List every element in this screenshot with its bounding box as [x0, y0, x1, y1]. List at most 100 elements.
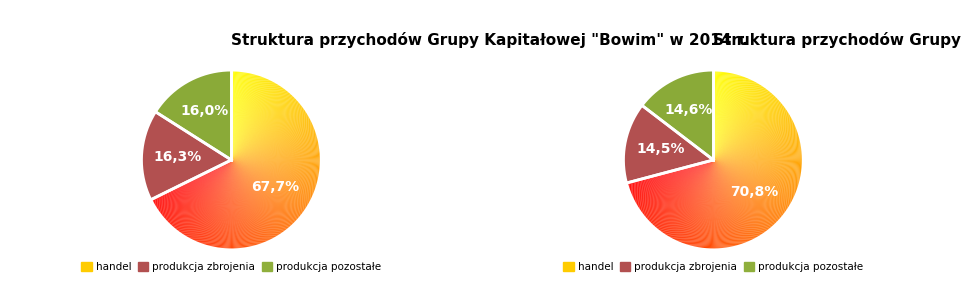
Polygon shape [713, 105, 786, 160]
Polygon shape [713, 160, 797, 194]
Legend: handel, produkcja zbrojenia, produkcja pozostałe: handel, produkcja zbrojenia, produkcja p… [81, 262, 382, 272]
Polygon shape [713, 79, 754, 160]
Polygon shape [663, 160, 713, 235]
Polygon shape [231, 160, 314, 196]
Polygon shape [713, 160, 770, 230]
Polygon shape [713, 73, 738, 160]
Polygon shape [226, 160, 231, 250]
Polygon shape [155, 160, 231, 208]
Polygon shape [231, 160, 250, 248]
Polygon shape [713, 160, 733, 248]
Polygon shape [231, 160, 247, 249]
Polygon shape [713, 145, 802, 160]
Polygon shape [713, 160, 735, 247]
Polygon shape [713, 160, 730, 249]
Polygon shape [231, 127, 315, 160]
Polygon shape [231, 160, 320, 178]
Polygon shape [683, 160, 713, 245]
Polygon shape [713, 160, 732, 248]
Polygon shape [713, 160, 788, 212]
Polygon shape [231, 157, 321, 160]
Polygon shape [231, 107, 305, 160]
Polygon shape [640, 160, 713, 213]
Polygon shape [231, 77, 266, 160]
Polygon shape [231, 70, 239, 160]
Polygon shape [713, 133, 799, 160]
Polygon shape [231, 160, 281, 236]
Polygon shape [634, 160, 713, 204]
Polygon shape [637, 160, 713, 209]
Polygon shape [231, 160, 244, 249]
Polygon shape [713, 148, 803, 160]
Polygon shape [231, 160, 279, 237]
Polygon shape [231, 160, 287, 231]
Polygon shape [713, 71, 731, 160]
Polygon shape [713, 160, 744, 245]
Polygon shape [713, 160, 773, 228]
Polygon shape [667, 160, 713, 237]
Polygon shape [713, 81, 758, 160]
Polygon shape [713, 160, 731, 248]
Polygon shape [211, 160, 231, 248]
Polygon shape [713, 70, 716, 160]
Polygon shape [713, 94, 775, 160]
Polygon shape [231, 160, 321, 162]
Polygon shape [686, 160, 713, 246]
Polygon shape [231, 75, 260, 160]
Polygon shape [231, 160, 305, 213]
Polygon shape [713, 160, 793, 202]
Polygon shape [231, 73, 256, 160]
Polygon shape [713, 160, 801, 179]
Polygon shape [713, 71, 725, 160]
Polygon shape [201, 160, 231, 244]
Polygon shape [639, 160, 713, 211]
Polygon shape [713, 88, 767, 160]
Polygon shape [688, 160, 713, 247]
Polygon shape [713, 95, 777, 160]
Polygon shape [189, 160, 231, 239]
Polygon shape [644, 160, 713, 218]
Polygon shape [231, 109, 306, 160]
Polygon shape [713, 160, 759, 238]
Polygon shape [231, 160, 320, 176]
Polygon shape [231, 95, 294, 160]
Polygon shape [231, 95, 294, 160]
Polygon shape [713, 136, 800, 160]
Polygon shape [231, 160, 258, 246]
Polygon shape [231, 160, 312, 200]
Polygon shape [713, 72, 732, 160]
Polygon shape [675, 160, 713, 242]
Polygon shape [629, 160, 713, 194]
Polygon shape [713, 78, 752, 160]
Polygon shape [713, 72, 735, 160]
Polygon shape [713, 160, 790, 207]
Polygon shape [231, 116, 310, 160]
Polygon shape [713, 160, 764, 234]
Polygon shape [231, 121, 312, 160]
Polygon shape [231, 160, 320, 175]
Polygon shape [231, 160, 296, 223]
Polygon shape [231, 100, 299, 160]
Polygon shape [698, 160, 713, 249]
Polygon shape [231, 160, 262, 245]
Polygon shape [701, 160, 713, 249]
Polygon shape [646, 160, 713, 221]
Polygon shape [713, 75, 744, 160]
Polygon shape [223, 160, 231, 250]
Polygon shape [713, 160, 751, 242]
Polygon shape [215, 160, 231, 248]
Polygon shape [713, 76, 747, 160]
Polygon shape [713, 160, 802, 178]
Polygon shape [713, 160, 745, 244]
Polygon shape [231, 160, 281, 235]
Polygon shape [231, 98, 297, 160]
Polygon shape [713, 160, 776, 225]
Polygon shape [713, 160, 754, 241]
Polygon shape [231, 160, 299, 220]
Polygon shape [231, 160, 236, 250]
Polygon shape [713, 160, 772, 228]
Polygon shape [231, 141, 319, 160]
Polygon shape [231, 103, 302, 160]
Polygon shape [231, 160, 319, 180]
Polygon shape [713, 138, 801, 160]
